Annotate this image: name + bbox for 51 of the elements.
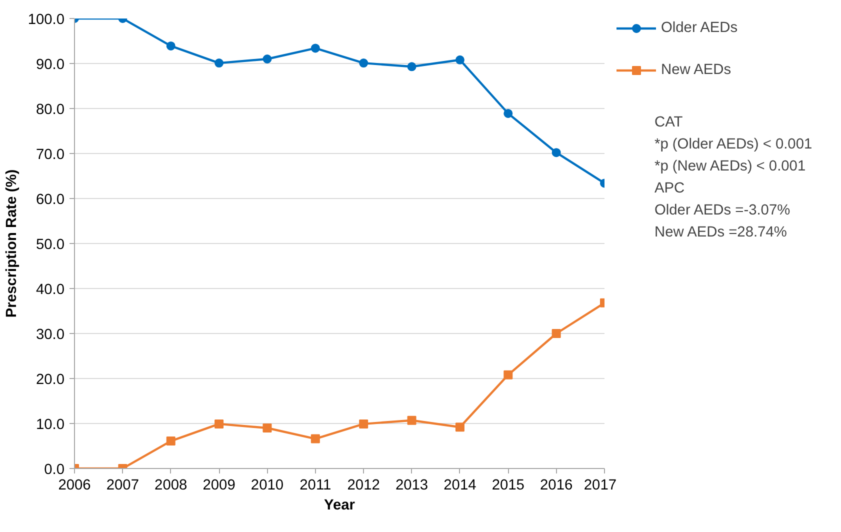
y-tick-label: 20.0 (36, 372, 65, 388)
x-tick-label: 2007 (106, 478, 139, 494)
point (310, 44, 320, 53)
y-tick-label: 0.0 (44, 462, 64, 478)
legend-label: Older AEDs (661, 20, 738, 36)
point (359, 419, 368, 428)
point (455, 422, 464, 432)
text: New AEDs =28.74% (654, 224, 787, 240)
y-tick-label: 80.0 (36, 102, 65, 118)
x-tick-label: 2017 (584, 478, 617, 494)
point (504, 108, 513, 118)
point (455, 55, 464, 64)
y-tick-label: 30.0 (36, 327, 65, 343)
x-axis-title: Year (324, 498, 356, 514)
point (262, 54, 272, 64)
y-tick-label: 60.0 (36, 192, 65, 208)
point (166, 41, 176, 50)
point (552, 148, 561, 158)
y-tick-label: 40.0 (36, 282, 65, 298)
x-tick-label: 2014 (444, 478, 476, 494)
point (407, 416, 416, 425)
legend-label: New AEDs (661, 62, 732, 78)
y-tick-label: 10.0 (36, 417, 65, 433)
x-tick-label: 2010 (250, 478, 284, 494)
x-tick-label: 2013 (395, 478, 428, 494)
text: APC (654, 180, 686, 196)
y-tick-label: 100.0 (28, 12, 65, 28)
y-axis-title: Prescription Rate (%) (4, 169, 20, 318)
point (552, 329, 561, 338)
point (214, 419, 224, 428)
point (359, 58, 368, 68)
x-tick-label: 2009 (202, 478, 236, 494)
x-tick-label: 2008 (154, 478, 188, 494)
point (504, 370, 513, 380)
y-tick-label: 50.0 (36, 237, 65, 253)
x-tick-label: 2012 (347, 478, 380, 494)
text: Older AEDs =-3.07% (654, 202, 790, 218)
x-tick-label: 2016 (540, 478, 573, 494)
text: *p (Older AEDs) < 0.001 (654, 136, 812, 152)
text: CAT (654, 114, 683, 130)
x-tick-label: 2015 (492, 478, 524, 494)
text: *p (New AEDs) < 0.001 (654, 158, 806, 174)
x-tick-label: 2011 (300, 478, 332, 494)
point (214, 58, 224, 68)
point (262, 424, 272, 432)
point (407, 62, 416, 72)
point (310, 434, 320, 444)
y-tick-label: 70.0 (36, 147, 65, 163)
x-tick-label: 2006 (58, 478, 91, 494)
point (166, 436, 176, 446)
y-tick-label: 90.0 (36, 57, 65, 73)
